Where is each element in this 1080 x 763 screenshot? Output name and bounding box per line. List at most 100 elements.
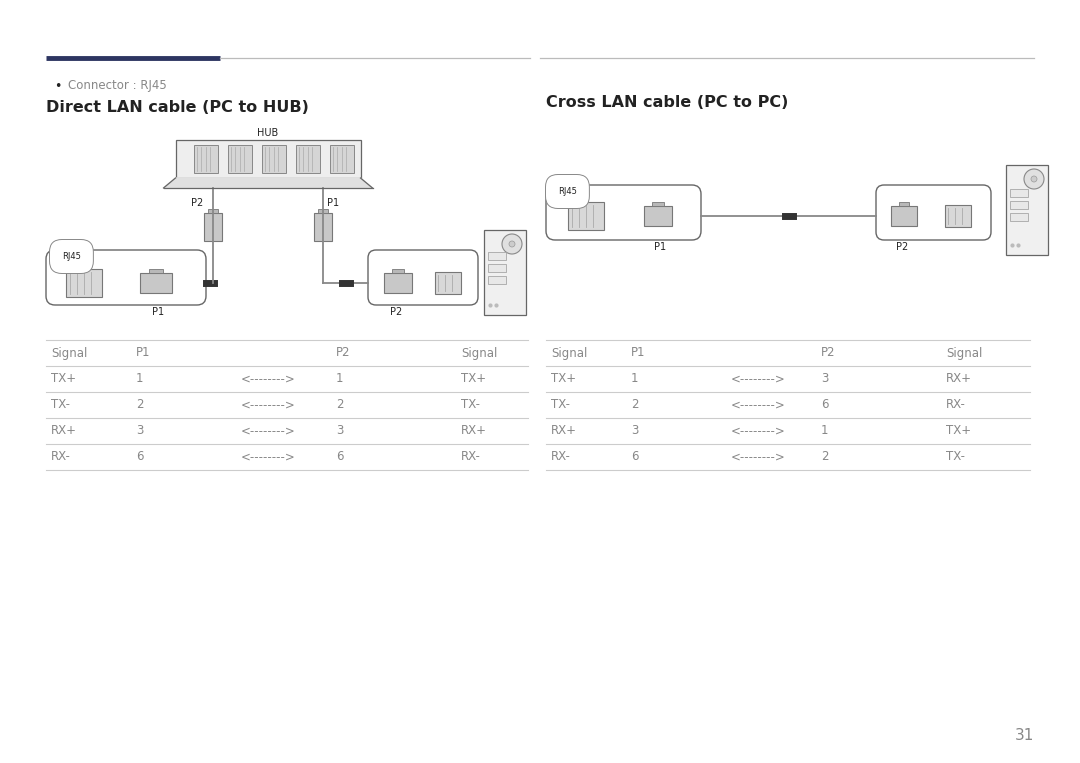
Bar [392,269,404,272]
Text: TX-: TX- [461,398,480,411]
Circle shape [502,234,522,254]
Bar [1005,165,1048,255]
Bar [1010,201,1028,209]
Bar [568,201,604,230]
Text: RX-: RX- [551,450,571,463]
Text: <-------->: <--------> [731,372,786,385]
Text: Signal: Signal [461,346,498,359]
Text: Signal: Signal [51,346,87,359]
Bar [1010,213,1028,221]
Text: P2: P2 [191,198,203,208]
Text: P1: P1 [152,307,164,317]
Text: RX-: RX- [461,450,481,463]
Bar [149,269,163,272]
Text: 31: 31 [1014,727,1034,742]
Bar [261,145,285,173]
Text: 1: 1 [336,372,343,385]
Bar [314,213,332,241]
Text: P1: P1 [631,346,646,359]
Bar [175,140,361,178]
Text: •: • [54,80,62,93]
Text: RX+: RX+ [946,372,972,385]
FancyBboxPatch shape [368,250,478,305]
Bar [140,272,172,292]
Bar [899,201,909,205]
Text: Direct LAN cable (PC to HUB): Direct LAN cable (PC to HUB) [46,100,309,115]
Text: <-------->: <--------> [731,424,786,437]
Text: RX+: RX+ [461,424,487,437]
Text: 2: 2 [631,398,638,411]
FancyBboxPatch shape [876,185,991,240]
Text: TX+: TX+ [461,372,486,385]
Bar [296,145,320,173]
Text: 6: 6 [336,450,343,463]
FancyBboxPatch shape [46,250,206,305]
Text: <-------->: <--------> [241,372,296,385]
Bar [228,145,252,173]
Text: TX+: TX+ [551,372,576,385]
Text: TX+: TX+ [51,372,76,385]
Text: 3: 3 [631,424,638,437]
Bar [488,264,507,272]
Bar [204,213,222,241]
Text: <-------->: <--------> [241,450,296,463]
Text: P2: P2 [390,307,402,317]
FancyBboxPatch shape [546,185,701,240]
Bar [384,272,411,292]
Text: 3: 3 [136,424,144,437]
Text: TX-: TX- [946,450,966,463]
Bar [488,252,507,260]
Text: P2: P2 [336,346,351,359]
Bar [945,204,971,227]
Polygon shape [163,178,373,188]
Bar [435,272,461,294]
Text: RX+: RX+ [51,424,77,437]
Circle shape [1024,169,1044,189]
Text: 2: 2 [821,450,828,463]
Bar [193,145,217,173]
Text: RJ45: RJ45 [558,187,577,196]
Text: 2: 2 [136,398,144,411]
Bar [208,209,218,213]
Bar [1010,189,1028,197]
Text: 1: 1 [631,372,638,385]
Bar [318,209,328,213]
Text: RX-: RX- [946,398,966,411]
Text: 3: 3 [821,372,828,385]
Text: RJ45: RJ45 [62,252,81,261]
Text: 6: 6 [136,450,144,463]
Text: P2: P2 [896,242,908,252]
Text: RX-: RX- [51,450,71,463]
Text: P1: P1 [327,198,339,208]
Text: 2: 2 [336,398,343,411]
Text: P1: P1 [654,242,666,252]
Text: <-------->: <--------> [241,398,296,411]
Text: <-------->: <--------> [241,424,296,437]
Text: Signal: Signal [551,346,588,359]
Bar [329,145,353,173]
Text: 1: 1 [821,424,828,437]
Bar [891,205,917,226]
Text: HUB: HUB [257,128,279,138]
Text: P1: P1 [136,346,150,359]
Text: Connector : RJ45: Connector : RJ45 [68,79,166,92]
Bar [652,201,664,205]
Text: 1: 1 [136,372,144,385]
Bar [644,205,672,226]
Text: Cross LAN cable (PC to PC): Cross LAN cable (PC to PC) [546,95,788,110]
Bar [488,276,507,284]
Text: <-------->: <--------> [731,450,786,463]
Text: 6: 6 [821,398,828,411]
Text: 6: 6 [631,450,638,463]
Text: <-------->: <--------> [731,398,786,411]
Text: Signal: Signal [946,346,983,359]
Circle shape [1031,176,1037,182]
Text: 3: 3 [336,424,343,437]
Text: RX+: RX+ [551,424,577,437]
Text: TX-: TX- [51,398,70,411]
Text: TX+: TX+ [946,424,971,437]
Circle shape [509,241,515,247]
Text: TX-: TX- [551,398,570,411]
Bar [484,230,526,315]
Text: P2: P2 [821,346,836,359]
